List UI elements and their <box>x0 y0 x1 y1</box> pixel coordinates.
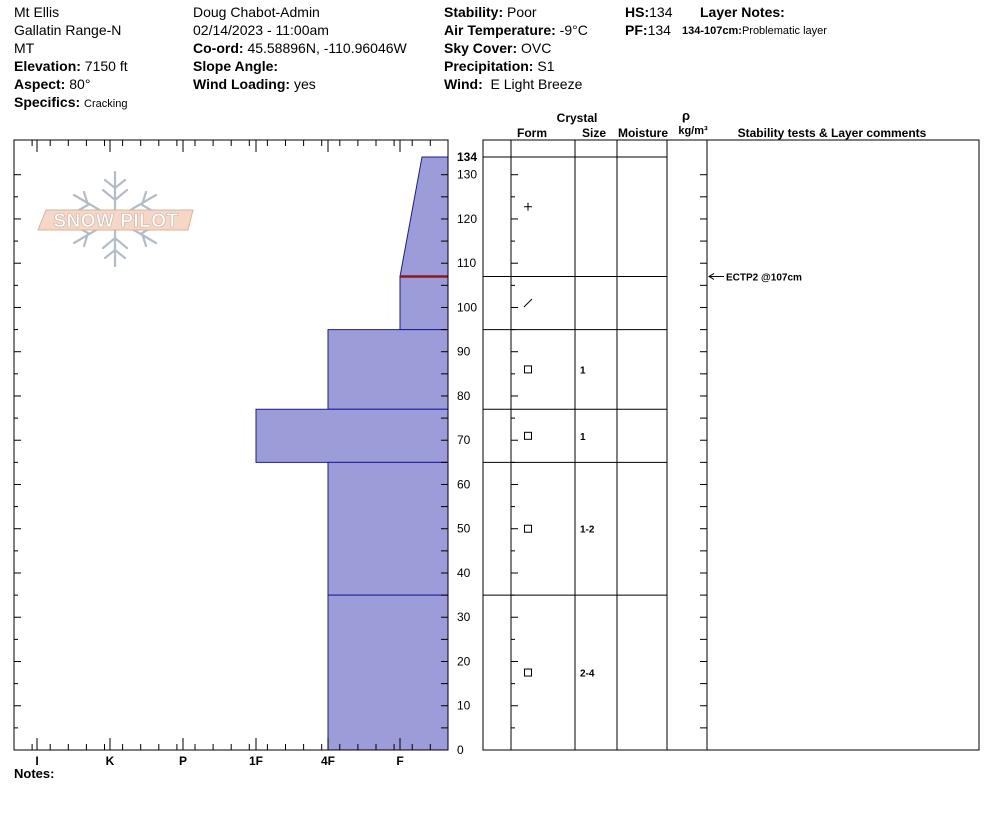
header-col-observer: Doug Chabot-Admin 02/14/2023 - 11:00am C… <box>193 3 407 93</box>
hardness-layer <box>399 275 449 331</box>
hardness-tick-label: I <box>35 754 38 768</box>
stability-tests: ECTP2 @107cm <box>708 272 802 283</box>
coord-value: 45.58896N, -110.96046W <box>247 40 407 56</box>
density-rho-header: ρ <box>682 108 690 123</box>
layer-table-grid <box>483 140 708 750</box>
crystal-size-label: 1-2 <box>580 525 595 536</box>
air-temp-row: Air Temperature: -9°C <box>444 22 588 38</box>
depth-tick-label: 70 <box>457 433 471 447</box>
hs-row: HS:134 <box>625 4 673 20</box>
hardness-layer <box>327 329 449 410</box>
header-col-weather: Stability: Poor Air Temperature: -9°C Sk… <box>444 3 588 93</box>
hardness-ticks: I K P 1F 4F F <box>13 140 431 768</box>
observation-datetime: 02/14/2023 - 11:00am <box>193 22 329 38</box>
layer-table-frame <box>482 139 980 751</box>
depth-tick-label: 10 <box>457 699 471 713</box>
depth-tick-label: 30 <box>457 610 471 624</box>
size-header: Size <box>582 126 606 140</box>
depth-tick-label: 134 <box>457 150 477 164</box>
range-name: Gallatin Range-N <box>14 22 122 38</box>
location-name: Mt Ellis <box>14 4 60 20</box>
crystal-header: Crystal <box>557 111 598 125</box>
pf-value: 134 <box>647 22 671 38</box>
slope-row: Slope Angle: <box>193 58 279 74</box>
wind-loading-row: Wind Loading: yes <box>193 76 316 92</box>
specifics-value: Cracking <box>84 98 128 110</box>
snowpilot-logo: SNOW PILOT <box>37 170 194 268</box>
precip-row: Precipitation: S1 <box>444 58 555 74</box>
notes-label: Notes: <box>14 766 55 781</box>
sky-row: Sky Cover: OVC <box>444 40 552 56</box>
hardness-tick-label: P <box>179 754 187 768</box>
header-col-hs: HS:134 PF:134 <box>625 3 672 39</box>
hs-value: 134 <box>649 4 673 20</box>
depth-tick-label: 60 <box>457 477 471 491</box>
layer-note-text: Problematic layer <box>741 25 827 37</box>
hardness-layer <box>327 461 449 596</box>
depth-tick-label: 90 <box>457 345 471 359</box>
depth-tick-label: 20 <box>457 654 471 668</box>
state-name: MT <box>14 40 35 56</box>
hardness-layers <box>255 156 449 751</box>
form-header: Form <box>517 126 547 140</box>
precip-value: S1 <box>537 58 555 74</box>
wind-value: E Light Breeze <box>490 76 583 92</box>
observer-name: Doug Chabot-Admin <box>193 4 320 20</box>
layer-note-row: 134-107cm:Problematic layer <box>682 22 827 40</box>
elevation-value: 7150 ft <box>84 58 128 74</box>
moisture-header: Moisture <box>618 126 668 140</box>
aspect-value: 80° <box>69 76 91 92</box>
depth-tick-label: 100 <box>457 300 477 314</box>
hardness-tick-label: 4F <box>321 754 335 768</box>
layer-note-depth: 134-107cm: <box>682 25 742 37</box>
air-temp-value: -9°C <box>559 22 588 38</box>
depth-tick-label: 40 <box>457 566 471 580</box>
crystal-size-label: 1 <box>580 365 586 376</box>
stability-test-label: ECTP2 @107cm <box>726 272 802 283</box>
hardness-tick-label: F <box>396 754 403 768</box>
depth-tick-label: 50 <box>457 522 471 536</box>
header-col-location: Mt Ellis Gallatin Range-N MT Elevation: … <box>14 3 128 113</box>
logo-text: SNOW PILOT <box>53 211 178 232</box>
wind-row: Wind: E Light Breeze <box>444 76 583 92</box>
depth-tick-label: 120 <box>457 212 477 226</box>
hardness-tick-label: K <box>106 754 115 768</box>
density-unit-header: kg/m³ <box>678 125 708 137</box>
depth-tick-label: 0 <box>457 743 464 757</box>
depth-tick-label: 110 <box>457 256 476 270</box>
crystal-size-label: 1 <box>580 432 586 443</box>
hardness-layer <box>399 156 449 277</box>
sky-value: OVC <box>521 40 552 56</box>
specifics-row: Specifics: Cracking <box>14 94 128 110</box>
stability-value: Poor <box>507 4 537 20</box>
pf-row: PF:134 <box>625 22 671 38</box>
header-col-layer-notes: Layer Notes: <box>700 3 785 21</box>
crystal-form-faceted <box>524 431 532 440</box>
layer-table-rows: 1 1 1-2 2-4 <box>523 202 595 680</box>
crystal-size-label: 2-4 <box>580 669 595 680</box>
coord-row: Co-ord: 45.58896N, -110.96046W <box>193 40 407 56</box>
wind-loading-value: yes <box>293 76 316 92</box>
depth-tick-label: 80 <box>457 389 471 403</box>
stability-comments-header: Stability tests & Layer comments <box>738 126 927 140</box>
crystal-form-faceted <box>524 524 532 533</box>
aspect-row: Aspect: 80° <box>14 76 91 92</box>
hardness-layer <box>255 408 449 463</box>
crystal-form-faceted <box>524 668 532 677</box>
stability-test-arrowhead <box>708 273 715 280</box>
logo-banner <box>37 209 194 231</box>
depth-tick-label: 130 <box>457 168 477 182</box>
hardness-layer <box>327 594 449 751</box>
crystal-form-faceted <box>524 365 532 374</box>
stability-row: Stability: Poor <box>444 4 537 20</box>
elevation-row: Elevation: 7150 ft <box>14 58 128 74</box>
crystal-form-decomposing <box>523 298 533 308</box>
hardness-tick-label: 1F <box>249 754 263 768</box>
layer-notes-heading: Layer Notes: <box>700 4 785 20</box>
